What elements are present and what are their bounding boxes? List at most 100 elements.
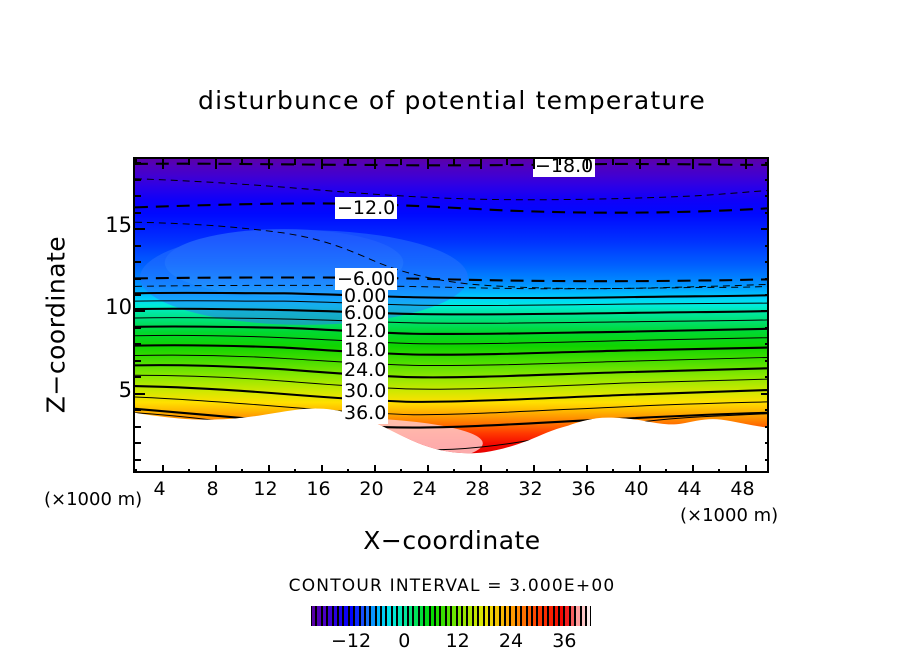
axis-tick — [765, 409, 767, 411]
y-tick-label: 15 — [105, 213, 132, 238]
colorbar-tick-label: −12 — [330, 630, 372, 652]
x-axis-units-left: (×1000 m) — [44, 489, 143, 510]
colorbar-swatch — [402, 606, 409, 626]
axis-tick — [294, 159, 296, 165]
colorbar — [311, 606, 592, 626]
x-tick-label: 24 — [412, 478, 437, 500]
x-tick-label: 48 — [730, 478, 755, 500]
axis-tick — [135, 162, 141, 164]
colorbar-swatch — [354, 606, 360, 626]
colorbar-tick-label: 36 — [552, 630, 577, 652]
contour-label-36: 36.0 — [342, 402, 389, 424]
axis-tick — [765, 327, 767, 329]
x-tick-label: 28 — [465, 478, 490, 500]
colorbar-swatch — [364, 606, 371, 626]
colorbar-swatch — [413, 606, 419, 626]
axis-tick — [765, 212, 767, 214]
axis-tick — [162, 159, 164, 169]
colorbar-swatch — [510, 606, 516, 626]
axis-tick — [135, 376, 141, 378]
colorbar-swatch — [424, 606, 430, 626]
axis-tick — [135, 278, 141, 280]
colorbar-swatch — [521, 606, 527, 626]
colorbar-swatch — [408, 606, 414, 626]
contour-label-minus18: −18.0 — [533, 157, 596, 177]
axis-tick — [215, 465, 217, 471]
contour-plot-area: −18.0 −12.0 −6.00 0.00 6.00 12.0 18.0 24… — [133, 157, 769, 473]
colorbar-swatch — [359, 606, 365, 626]
contour-label-minus12: −12.0 — [335, 197, 398, 219]
y-axis-label: Z−coordinate — [41, 235, 71, 414]
axis-tick — [765, 343, 767, 345]
axis-tick — [765, 442, 767, 444]
y-tick-label: 5 — [118, 377, 132, 402]
axis-tick — [665, 159, 667, 165]
x-tick-label: 20 — [359, 478, 384, 500]
colorbar-swatch — [488, 606, 495, 626]
colorbar-swatch — [515, 606, 522, 626]
axis-tick — [559, 469, 561, 471]
colorbar-swatch — [472, 606, 479, 626]
axis-tick — [765, 294, 767, 296]
colorbar-swatch — [580, 606, 586, 626]
colorbar-swatch — [542, 606, 549, 626]
x-tick-label: 36 — [571, 478, 596, 500]
axis-tick — [639, 465, 641, 471]
axis-tick — [765, 245, 767, 247]
axis-tick — [427, 159, 429, 169]
axis-tick — [241, 469, 243, 471]
colorbar-swatch — [499, 606, 506, 626]
colorbar-swatch — [343, 606, 349, 626]
colorbar-swatch — [553, 606, 559, 626]
colorbar-swatch — [537, 606, 543, 626]
axis-tick — [135, 294, 141, 296]
axis-tick — [761, 310, 767, 312]
axis-tick — [135, 409, 141, 411]
axis-tick — [347, 159, 349, 165]
x-tick-label: 16 — [306, 478, 331, 500]
x-axis-label: X−coordinate — [363, 526, 541, 555]
colorbar-swatch — [445, 606, 452, 626]
axis-tick — [374, 159, 376, 169]
axis-tick — [765, 278, 767, 280]
axis-tick — [506, 469, 508, 471]
colorbar-swatch — [467, 606, 473, 626]
axis-tick — [215, 159, 217, 169]
axis-tick — [765, 459, 767, 461]
axis-tick — [135, 195, 141, 197]
axis-tick — [135, 179, 141, 181]
colorbar-swatch — [418, 606, 425, 626]
axis-tick — [692, 159, 694, 169]
axis-tick — [745, 159, 747, 169]
axis-tick — [268, 159, 270, 169]
axis-tick — [692, 465, 694, 471]
axis-tick — [612, 159, 614, 165]
colorbar-swatch — [505, 606, 511, 626]
colorbar-swatch — [461, 606, 468, 626]
colorbar-tick-label: 24 — [498, 630, 524, 652]
axis-tick — [268, 465, 270, 471]
colorbar-swatch — [558, 606, 565, 626]
colorbar-swatch — [429, 606, 435, 626]
chart-title: disturbunce of potential temperature — [198, 86, 706, 115]
axis-tick — [586, 159, 588, 169]
axis-tick — [761, 393, 767, 395]
colorbar-swatch — [483, 606, 489, 626]
axis-tick — [135, 426, 141, 428]
colorbar-swatch — [440, 606, 446, 626]
x-tick-label: 8 — [206, 478, 219, 500]
colorbar-swatch — [494, 606, 500, 626]
axis-tick — [400, 469, 402, 471]
colorbar-swatch — [321, 606, 328, 626]
axis-tick — [135, 228, 145, 230]
colorbar-swatch — [434, 606, 441, 626]
axis-tick — [135, 327, 141, 329]
axis-tick — [612, 469, 614, 471]
colorbar-swatch — [569, 606, 576, 626]
axis-tick — [453, 159, 455, 165]
axis-tick — [765, 179, 767, 181]
colorbar-swatch — [451, 606, 457, 626]
colorbar-tick-label: 0 — [398, 630, 411, 652]
contour-interval-caption: CONTOUR INTERVAL = 3.000E+00 — [288, 576, 616, 596]
colorbar-swatch — [375, 606, 382, 626]
